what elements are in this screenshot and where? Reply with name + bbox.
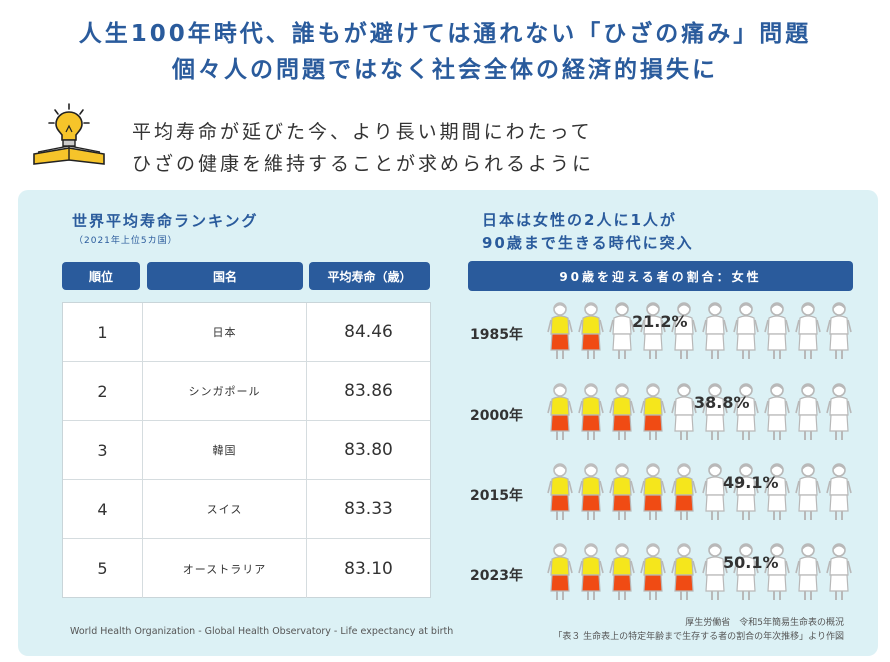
ranking-table: 1 日本 84.46 2 シンガポール 83.86 3 韓国 83.80 4 ス… [62, 302, 431, 598]
women90-title-line-2: 90歳まで生きる時代に突入 [482, 234, 694, 252]
country-cell: オーストラリア [143, 539, 307, 598]
value-cell: 83.86 [344, 381, 393, 401]
rank-cell: 5 [63, 539, 143, 598]
person-figure-empty [795, 302, 821, 359]
person-figure-empty [702, 383, 728, 440]
headline-line-1: 人生100年時代、誰もが避けては通れない「ひざの痛み」問題 [78, 21, 812, 47]
person-figure-filled [640, 463, 666, 520]
country-cell: スイス [143, 480, 307, 538]
country-cell: 韓国 [143, 421, 307, 479]
intro-text-line-1: 平均寿命が延びた今、より長い期間にわたって [132, 121, 593, 143]
value-cell: 83.80 [344, 440, 393, 460]
person-figure-empty [764, 543, 790, 600]
person-figure-filled [578, 463, 604, 520]
year-label: 2015年 [470, 488, 523, 504]
year-label: 2023年 [470, 568, 523, 584]
person-figure-filled [578, 302, 604, 359]
person-figure-filled [671, 543, 697, 600]
headline-line-2: 個々人の問題ではなく社会全体の経済的損失に [172, 57, 718, 83]
person-figure-empty [733, 383, 759, 440]
person-figure-empty [702, 463, 728, 520]
year-label: 2000年 [470, 408, 523, 424]
person-figure-empty [671, 383, 697, 440]
lightbulb-book-icon [33, 103, 105, 165]
person-figure-empty [826, 543, 852, 600]
person-figure-filled [547, 302, 573, 359]
person-figure-filled [578, 543, 604, 600]
intro-text-line-2: ひざの健康を維持することが求められるように [132, 153, 595, 175]
figure-row: 21.2% [547, 302, 855, 362]
ranking-title: 世界平均寿命ランキング [72, 212, 259, 230]
person-figure-empty [702, 302, 728, 359]
person-figure-filled [609, 463, 635, 520]
value-cell: 83.33 [344, 499, 393, 519]
percent-label: 50.1% [723, 553, 779, 572]
value-cell: 83.10 [344, 558, 393, 579]
person-figure-empty [702, 543, 728, 600]
table-row: 2 シンガポール 83.86 [63, 362, 430, 421]
percent-label: 38.8% [694, 393, 750, 412]
person-figure-filled [671, 463, 697, 520]
person-figure-empty [764, 383, 790, 440]
person-figure-empty [764, 463, 790, 520]
women90-title-line-1: 日本は女性の2人に1人が [482, 211, 677, 229]
person-figure-filled [578, 383, 604, 440]
person-figure-filled [609, 383, 635, 440]
rank-cell: 4 [63, 480, 143, 538]
rank-cell: 1 [63, 303, 143, 361]
person-figure-empty [764, 302, 790, 359]
person-figure-empty [609, 302, 635, 359]
person-figure-empty [671, 302, 697, 359]
header-life-expectancy: 平均寿命（歳） [309, 262, 430, 290]
rank-cell: 2 [63, 362, 143, 420]
women90-source-line-1: 厚生労働省 令和5年簡易生命表の概況 [685, 618, 844, 628]
person-figure-empty [795, 383, 821, 440]
person-figure-empty [795, 543, 821, 600]
person-figure-empty [733, 543, 759, 600]
person-figure-filled [547, 463, 573, 520]
person-figure-empty [795, 463, 821, 520]
figure-row: 50.1% [547, 543, 855, 603]
figure-row: 49.1% [547, 463, 855, 523]
chart-title-bar: 90歳を迎える者の割合：女性 [468, 261, 853, 291]
percent-label: 49.1% [723, 473, 779, 492]
year-label: 1985年 [470, 327, 523, 343]
ranking-source: World Health Organization - Global Healt… [70, 626, 454, 637]
table-row: 4 スイス 83.33 [63, 480, 430, 539]
person-figure-filled [609, 543, 635, 600]
person-figure-filled [547, 543, 573, 600]
person-figure-empty [826, 383, 852, 440]
rank-cell: 3 [63, 421, 143, 479]
person-figure-empty [826, 463, 852, 520]
person-figure-filled [640, 383, 666, 440]
value-cell: 84.46 [344, 322, 393, 342]
person-figure-empty [826, 302, 852, 359]
women90-source-line-2: 「表３ 生命表上の特定年齢まで生存する者の割合の年次推移」より作図 [553, 632, 844, 642]
person-figure-filled [640, 543, 666, 600]
header-rank: 順位 [62, 262, 140, 290]
percent-label: 21.2% [632, 312, 688, 331]
person-figure-empty [733, 302, 759, 359]
person-figure-empty [733, 463, 759, 520]
table-row: 1 日本 84.46 [63, 303, 430, 362]
header-country: 国名 [147, 262, 303, 290]
country-cell: シンガポール [143, 362, 307, 420]
person-figure-empty [640, 302, 666, 359]
table-row: 5 オーストラリア 83.10 [63, 539, 430, 598]
ranking-subtitle: （2021年上位5カ国） [74, 236, 178, 246]
country-cell: 日本 [143, 303, 307, 361]
table-row: 3 韓国 83.80 [63, 421, 430, 480]
figure-row: 38.8% [547, 383, 855, 443]
person-figure-filled [547, 383, 573, 440]
